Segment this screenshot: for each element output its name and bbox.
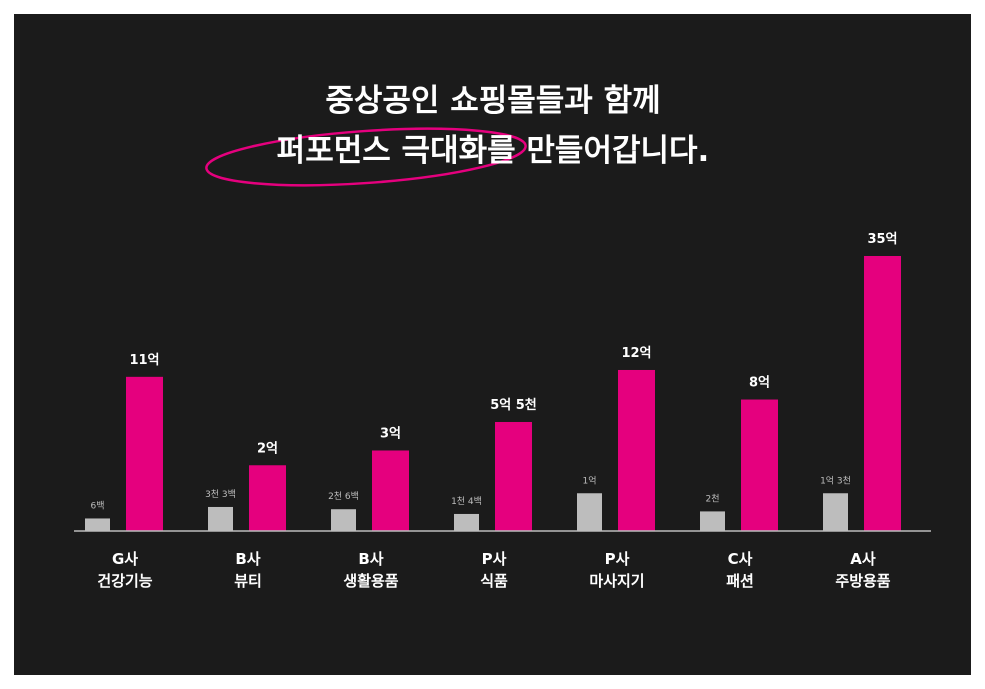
before-bar-4 bbox=[577, 493, 602, 531]
after-bar-5 bbox=[741, 399, 778, 531]
before-value-label-2: 2천 6백 bbox=[328, 491, 359, 502]
after-value-label-5: 8억 bbox=[749, 376, 770, 391]
category-label-4-0: P사 bbox=[605, 550, 630, 568]
category-label-5-1: 패션 bbox=[726, 572, 754, 590]
before-bar-0 bbox=[85, 518, 110, 531]
after-value-label-1: 2억 bbox=[257, 441, 278, 456]
category-label-6-0: A사 bbox=[850, 550, 876, 568]
highlight-ellipse bbox=[205, 127, 527, 187]
category-label-1-1: 뷰티 bbox=[234, 572, 262, 590]
before-bar-2 bbox=[331, 509, 356, 531]
before-bar-3 bbox=[454, 513, 479, 531]
after-value-label-3: 5억 5천 bbox=[490, 398, 537, 413]
category-label-3-0: P사 bbox=[482, 550, 507, 568]
after-bar-0 bbox=[126, 376, 163, 531]
after-value-label-0: 11억 bbox=[129, 353, 159, 368]
after-bar-4 bbox=[618, 369, 655, 531]
category-label-2-0: B사 bbox=[358, 550, 383, 568]
before-value-label-4: 1억 bbox=[582, 474, 596, 486]
before-value-label-6: 1억 3천 bbox=[820, 474, 851, 486]
category-label-0-0: G사 bbox=[112, 550, 138, 568]
category-label-4-1: 마사지기 bbox=[589, 572, 644, 590]
category-label-0-1: 건강기능 bbox=[97, 572, 152, 590]
before-value-label-0: 6백 bbox=[90, 500, 104, 511]
title-line-2: 퍼포먼스 극대화를 만들어갑니다. bbox=[277, 133, 710, 169]
after-bar-2 bbox=[372, 450, 409, 531]
after-value-label-2: 3억 bbox=[380, 426, 401, 441]
after-value-label-6: 35억 bbox=[867, 232, 897, 247]
after-value-label-4: 12억 bbox=[621, 346, 651, 361]
category-label-3-1: 식품 bbox=[480, 572, 508, 590]
before-bar-5 bbox=[700, 511, 725, 531]
after-bar-3 bbox=[495, 421, 532, 531]
category-label-2-1: 생활용품 bbox=[343, 572, 398, 590]
after-bar-1 bbox=[249, 465, 286, 531]
category-label-1-0: B사 bbox=[235, 550, 260, 568]
after-bar-6 bbox=[864, 256, 901, 531]
category-label-6-1: 주방용품 bbox=[835, 572, 890, 590]
before-value-label-5: 2천 bbox=[705, 493, 719, 504]
before-value-label-3: 1천 4백 bbox=[451, 496, 482, 507]
before-bar-6 bbox=[823, 493, 848, 531]
before-value-label-1: 3천 3백 bbox=[205, 489, 236, 500]
category-label-5-0: C사 bbox=[728, 550, 753, 568]
before-bar-1 bbox=[208, 506, 233, 531]
title-line-1: 중상공인 쇼핑몰들과 함께 bbox=[325, 83, 660, 119]
bar-chart: 중상공인 쇼핑몰들과 함께 퍼포먼스 극대화를 만들어갑니다. 6백 11억 G사건… bbox=[74, 83, 931, 590]
